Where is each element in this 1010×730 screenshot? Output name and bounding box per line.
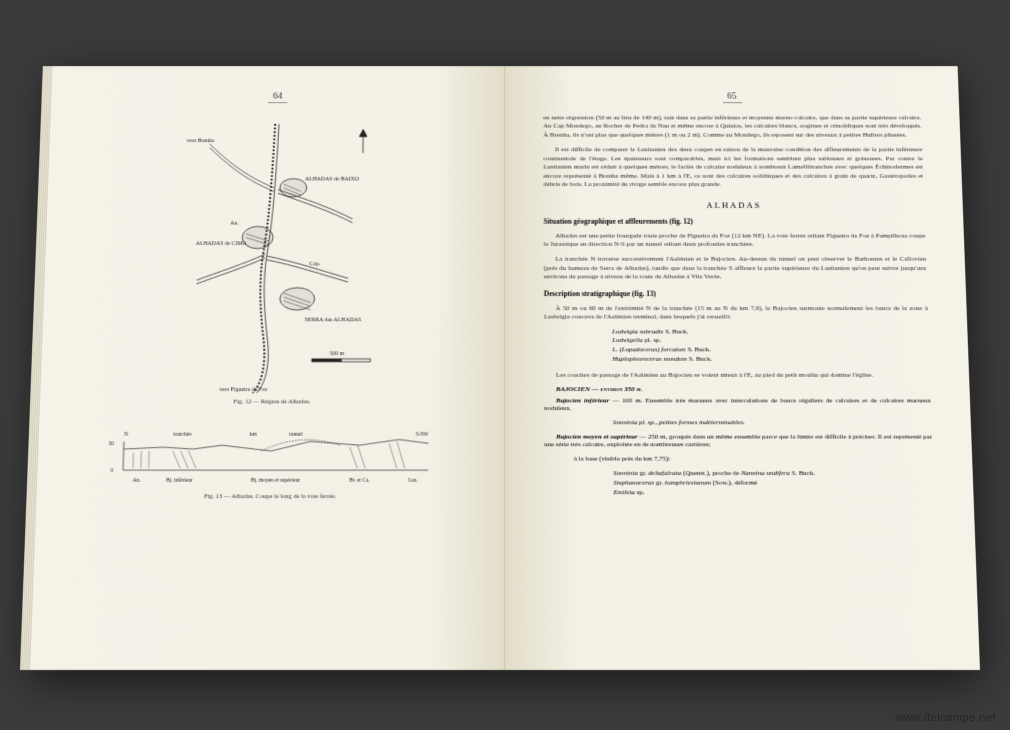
- svg-text:S-SW: S-SW: [416, 432, 430, 438]
- species-list-2: Sonninia gr. deltafalcata (Quenst.), pro…: [613, 469, 934, 497]
- label-figueira: vers Figueira da Foz: [219, 387, 268, 393]
- svg-text:An.: An.: [230, 221, 239, 227]
- para-4: La tranchée N traverse successivement l'…: [544, 255, 927, 281]
- section-title: ALHADAS: [544, 200, 925, 209]
- svg-text:0: 0: [110, 468, 113, 474]
- label-serra: SERRA das ALHADAS: [305, 317, 362, 323]
- label-scale: 500 m: [329, 351, 344, 357]
- label-brenha: vers Brenha: [187, 138, 215, 144]
- species-list-1: Ludwigia subradix S. Buck.Ludwigella pl.…: [612, 327, 930, 364]
- svg-text:Cap.: Cap.: [309, 261, 320, 267]
- svg-text:tunnel: tunnel: [289, 432, 303, 438]
- subhead-description: Description stratigraphique (fig. 13): [544, 289, 928, 297]
- svg-text:An.: An.: [132, 478, 140, 484]
- para-6: Les couches de passage de l'Aalénien au …: [544, 371, 930, 380]
- para-3: Alhadas est une petite bourgade toute pr…: [544, 232, 926, 249]
- baj-base: à la base (visible près du km 7,75):: [574, 455, 933, 463]
- page-number-right: 65: [722, 91, 741, 103]
- svg-text:N: N: [124, 432, 128, 438]
- watermark: www.delcampe.net: [896, 712, 996, 724]
- fig13-caption: Fig. 13 — Alhadas. Coupe le long de la v…: [76, 493, 465, 500]
- page-number-left: 64: [268, 91, 287, 103]
- para-2: Il est difficile de comparer le Lusitani…: [543, 146, 923, 189]
- para-5: À 50 m ou 60 m de l'extrémité N de la tr…: [544, 304, 928, 322]
- open-book: 64: [30, 66, 980, 670]
- svg-text:tranchée: tranchée: [173, 432, 192, 438]
- label-baixo: ALHADAS de BAIXO: [305, 177, 359, 183]
- subhead-situation: Situation géographique et affleurements …: [544, 217, 925, 225]
- bajocien-moy: Bajocien moyen et supérieur — 250 m, gro…: [544, 433, 932, 448]
- svg-text:Bj. moyen et supérieur: Bj. moyen et supérieur: [251, 478, 301, 484]
- fig12-caption: Fig. 12 — Région de Alhadas.: [79, 399, 465, 406]
- svg-text:Lus.: Lus.: [408, 478, 418, 484]
- right-page: 65 en nette régression (50 m au lieu de …: [505, 66, 980, 670]
- bajocien-head: BAJOCIEN — environ 350 m.: [544, 386, 930, 394]
- svg-text:50: 50: [109, 441, 115, 447]
- svg-text:Bj. inférieur: Bj. inférieur: [166, 477, 193, 484]
- para-1: en nette régression (50 m au lieu de 140…: [543, 114, 922, 140]
- left-page: 64: [30, 66, 505, 670]
- label-cima: ALHADAS de CIMA: [196, 241, 248, 247]
- svg-text:km: km: [250, 432, 258, 438]
- svg-text:Bt. et Ca.: Bt. et Ca.: [349, 478, 369, 484]
- fig13-section: N S-SW tranchée tunnel km 50 0 An. Bj. i…: [103, 422, 439, 489]
- bajocien-inf: Bajocien inférieur — 100 m. Ensemble trè…: [544, 397, 931, 412]
- fig12-map: vers Brenha ALHADAS de BAIXO An. ALHADAS…: [145, 117, 402, 395]
- baj-inf-species: Sonninia pl. sp., petites formes indéter…: [613, 419, 932, 427]
